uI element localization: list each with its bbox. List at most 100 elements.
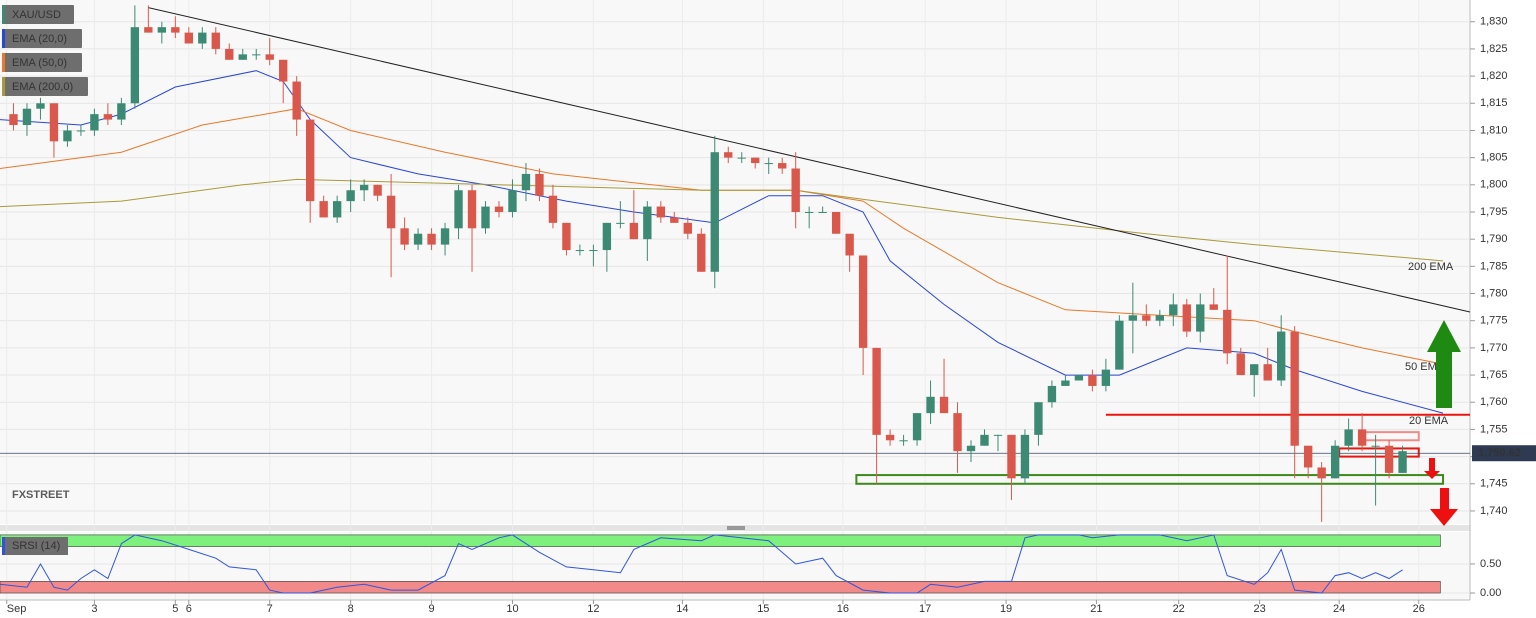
candle-body [225, 48, 234, 60]
x-tick-label: 23 [1253, 603, 1265, 615]
candle-body [548, 195, 558, 223]
y-tick-label: 1,795 [1480, 206, 1508, 218]
srsi-band [0, 581, 1441, 594]
y-tick-label: 1,775 [1480, 315, 1508, 327]
candle-body [1290, 331, 1299, 446]
candle-body [1047, 385, 1057, 403]
candle-body [440, 228, 450, 245]
last-price-label: 1,750.62 [1478, 447, 1521, 459]
candle-body [346, 190, 355, 202]
candle-body [980, 434, 989, 446]
ema-label: 50 EMA [1405, 361, 1445, 373]
y-tick-label: 1,790 [1480, 233, 1508, 245]
candle-body [1034, 402, 1043, 435]
candle-body [454, 190, 463, 229]
candle-body [279, 59, 288, 82]
candle-body [252, 54, 261, 56]
candle-body [211, 32, 220, 49]
candle-body [171, 27, 180, 33]
candle-body [400, 228, 409, 245]
srsi-line [0, 534, 1403, 594]
candle-body [1088, 375, 1097, 386]
candle-body [1317, 467, 1326, 479]
ema-label: 200 EMA [1408, 261, 1454, 273]
candle-body [117, 103, 126, 120]
divider-handle [727, 526, 745, 530]
candle-body [656, 206, 666, 218]
candle-body [386, 195, 396, 229]
candle-body [508, 190, 517, 212]
x-tick-label: 9 [428, 603, 434, 615]
candle-body [535, 173, 544, 196]
x-tick-label: 6 [186, 603, 192, 615]
y-tick-label: 1,820 [1480, 70, 1508, 82]
candle-body [1236, 353, 1245, 376]
candle-body [845, 233, 854, 256]
legend-swatch [2, 77, 5, 96]
candle-body [1101, 369, 1111, 386]
candle-body [481, 206, 490, 229]
legend-box [2, 53, 82, 72]
x-tick-label: 5 [172, 603, 178, 615]
candle-body [966, 445, 976, 452]
srsi-band [0, 534, 1441, 547]
candle-body [1263, 364, 1272, 381]
ema-line [0, 178, 1444, 262]
candle-body [764, 163, 773, 165]
candle-body [521, 173, 531, 191]
candle-body [697, 233, 706, 272]
candle-body [602, 222, 612, 251]
legend-label: EMA (20,0) [12, 33, 67, 45]
candle-body [872, 347, 881, 435]
candle-body [589, 250, 598, 252]
candle-body [1384, 445, 1394, 473]
legend-box [2, 29, 82, 48]
candle-body [1330, 445, 1340, 479]
candle-body [1142, 315, 1151, 321]
x-tick-label: 7 [267, 603, 273, 615]
candle-body [22, 108, 32, 126]
y-tick-label: 1,765 [1480, 369, 1508, 381]
candle-body [332, 201, 342, 218]
candle-body [683, 222, 692, 234]
candle-body [319, 201, 328, 218]
y-tick-label: 1,830 [1480, 16, 1508, 28]
x-tick-label: Sep [7, 603, 27, 615]
candle-body [1182, 304, 1191, 332]
candle-body [144, 27, 153, 33]
ema-label: 20 EMA [1409, 415, 1449, 427]
y-tick-label: 1,745 [1480, 478, 1508, 490]
candle-body [899, 440, 908, 442]
ema-line [0, 108, 1444, 365]
candle-body [939, 396, 949, 414]
arrows [1424, 320, 1461, 526]
candle-body [724, 152, 733, 158]
candle-body [1007, 434, 1016, 479]
x-tick-label: 12 [587, 603, 599, 615]
x-tick-label: 16 [837, 603, 849, 615]
candle-body [1277, 331, 1286, 381]
candle-body [831, 211, 841, 234]
candle-body [63, 130, 72, 142]
legend-box [2, 5, 74, 24]
y-tick-label: 0.50 [1480, 558, 1501, 570]
candle-body [629, 222, 639, 240]
y-tick-label: 1,825 [1480, 43, 1508, 55]
candle-body [1196, 304, 1205, 332]
y-tick-label: 1,800 [1480, 179, 1508, 191]
x-tick-label: 17 [919, 603, 931, 615]
candle-body [575, 250, 585, 252]
candle-body [157, 27, 167, 33]
srsi-legend-label: SRSI (14) [12, 540, 60, 552]
candle-body [36, 103, 45, 109]
y-tick-label: 1,815 [1480, 97, 1508, 109]
candle-body [885, 434, 895, 441]
x-tick-label: 14 [676, 603, 688, 615]
candle-body [238, 54, 247, 60]
candle-body [993, 434, 1003, 436]
candle-body [1061, 380, 1070, 386]
candle-body [306, 119, 315, 202]
srsi-legend-box [2, 537, 68, 555]
candle-body [912, 413, 922, 441]
